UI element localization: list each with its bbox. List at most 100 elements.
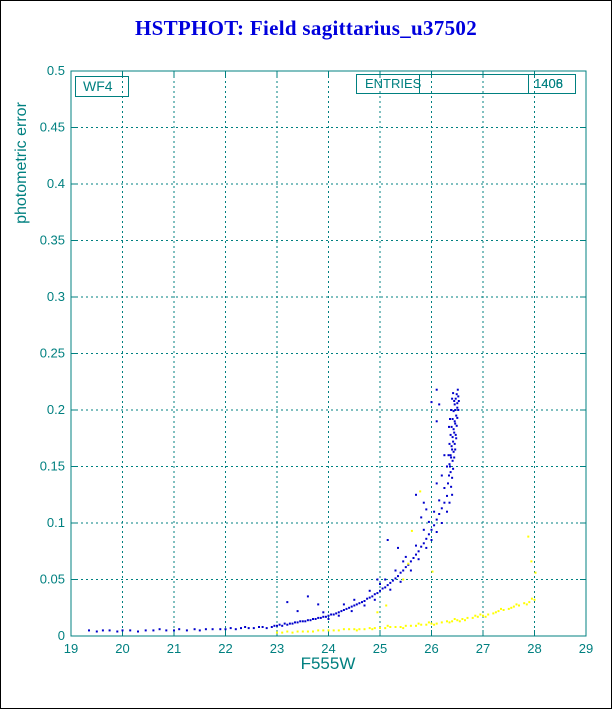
data-point-blue: [447, 454, 450, 457]
x-tick-label: 28: [527, 641, 541, 656]
data-point-blue: [384, 586, 387, 589]
data-point-blue: [350, 610, 353, 613]
data-point-blue: [456, 402, 459, 405]
data-point-yellow: [440, 621, 443, 624]
data-point-blue: [409, 560, 412, 563]
data-point-yellow: [358, 628, 361, 631]
data-point-blue: [450, 456, 453, 459]
data-point-blue: [363, 604, 366, 607]
stats-entries-label: ENTRIES: [365, 76, 422, 91]
data-point-blue: [446, 510, 448, 513]
x-tick-label: 21: [167, 641, 181, 656]
y-tick-label: 0.1: [47, 515, 65, 530]
data-point-yellow: [502, 609, 505, 611]
data-point-blue: [319, 616, 322, 619]
data-point-blue: [178, 628, 181, 631]
data-point-blue: [286, 601, 289, 604]
data-point-blue: [317, 616, 320, 619]
data-point-blue: [296, 610, 299, 613]
data-point-yellow: [510, 606, 513, 609]
data-point-yellow: [419, 490, 422, 493]
data-point-yellow: [322, 629, 325, 632]
data-point-blue: [219, 628, 222, 631]
data-point-blue: [452, 392, 455, 395]
data-point-blue: [451, 459, 454, 462]
data-point-blue: [299, 620, 302, 623]
data-point-blue: [457, 409, 460, 411]
data-point-blue: [407, 563, 410, 566]
data-point-blue: [342, 603, 345, 606]
data-point-yellow: [363, 628, 366, 631]
data-point-blue: [350, 605, 353, 608]
data-point-yellow: [332, 629, 335, 632]
data-point-yellow: [376, 611, 379, 614]
data-point-blue: [261, 626, 264, 628]
data-point-blue: [337, 614, 340, 617]
data-point-blue: [173, 629, 175, 632]
data-point-yellow: [296, 630, 299, 633]
data-point-yellow: [342, 628, 345, 631]
x-tick-label: 19: [64, 641, 78, 656]
data-point-yellow: [461, 618, 464, 620]
data-point-blue: [443, 454, 446, 457]
data-point-blue: [430, 528, 433, 531]
data-point-blue: [415, 544, 417, 547]
data-point-blue: [384, 578, 387, 581]
data-point-blue: [379, 589, 381, 592]
data-point-yellow: [530, 560, 533, 563]
data-point-blue: [158, 628, 161, 631]
data-point-blue: [449, 471, 452, 474]
data-point-blue: [453, 442, 456, 445]
stats-box-inner-border: [528, 75, 529, 93]
data-point-blue: [353, 598, 356, 601]
data-point-blue: [358, 602, 361, 605]
data-point-blue: [324, 615, 327, 618]
data-point-blue: [454, 409, 457, 411]
data-point-yellow: [456, 619, 459, 622]
data-point-yellow: [385, 604, 388, 607]
data-point-yellow: [446, 620, 448, 623]
data-point-yellow: [515, 603, 518, 606]
data-point-blue: [454, 422, 457, 425]
data-point-yellow: [507, 607, 510, 610]
data-point-blue: [327, 614, 330, 617]
data-point-blue: [447, 482, 449, 485]
data-point-blue: [417, 558, 420, 561]
data-point-yellow: [466, 616, 469, 619]
data-point-blue: [430, 401, 433, 404]
data-point-blue: [448, 463, 451, 466]
data-point-yellow: [306, 630, 309, 633]
data-point-blue: [422, 542, 425, 545]
y-tick-labels: 0 0.05 0.1 0.15 0.2 0.25 0.3 0.35 0.4 0.45 0.5: [40, 63, 65, 643]
data-point-blue: [361, 601, 363, 604]
axis-ticks: [70, 70, 587, 637]
data-point-yellow: [281, 631, 284, 634]
data-point-blue: [440, 474, 443, 477]
y-tick-label: 0.15: [40, 459, 65, 474]
data-point-blue: [452, 467, 455, 470]
data-point-yellow: [458, 620, 461, 623]
data-point-blue: [330, 613, 333, 616]
page-title: HSTPHOT: Field sagittarius_u37502: [134, 16, 478, 40]
data-point-blue: [448, 425, 450, 428]
data-point-blue: [165, 629, 168, 632]
data-point-yellow: [417, 622, 420, 625]
data-point-blue: [193, 628, 196, 631]
data-point-blue: [440, 522, 443, 524]
data-point-yellow: [518, 604, 520, 607]
data-point-blue: [457, 395, 460, 398]
data-point-blue: [309, 619, 312, 622]
x-tick-label: 24: [321, 641, 335, 656]
data-point-blue: [402, 560, 405, 563]
data-point-yellow: [410, 529, 413, 532]
data-point-blue: [454, 433, 457, 436]
data-point-yellow: [386, 624, 389, 627]
data-point-blue: [455, 424, 458, 427]
data-point-blue: [376, 592, 379, 595]
data-point-blue: [452, 440, 455, 443]
data-point-blue: [296, 621, 299, 624]
data-point-blue: [348, 606, 351, 609]
data-point-yellow: [399, 626, 402, 628]
data-point-blue: [353, 604, 356, 607]
